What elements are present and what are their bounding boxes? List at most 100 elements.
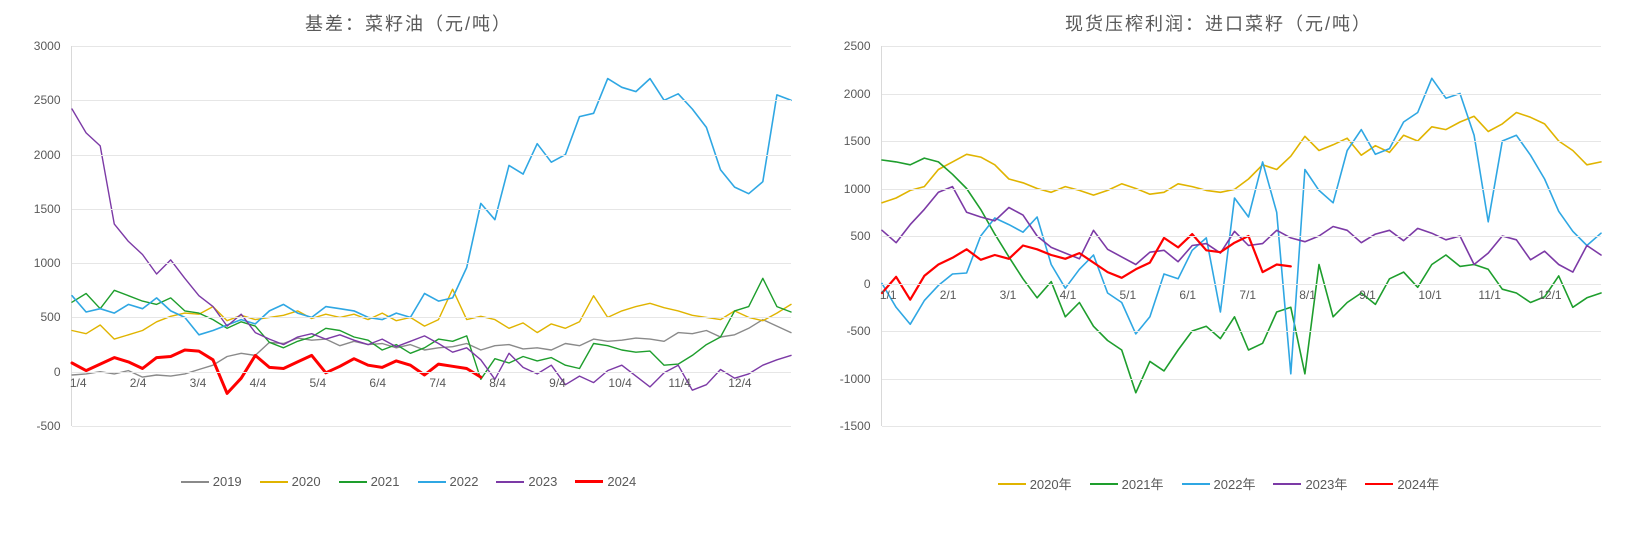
gridline (882, 189, 1601, 190)
y-tick-label: 3000 (34, 39, 61, 53)
gridline (882, 426, 1601, 427)
legend-swatch (998, 483, 1026, 485)
chart-left: 基差：菜籽油（元/吨） -500050010001500200025003000… (19, 10, 799, 493)
chart-right-yaxis: -1500-1000-50005001000150020002500 (829, 46, 877, 426)
series-line (72, 278, 791, 379)
legend-item: 2021 (339, 474, 400, 489)
x-tick-label: 12/4 (728, 376, 751, 390)
y-tick-label: 2500 (34, 93, 61, 107)
x-tick-label: 4/1 (1060, 288, 1077, 302)
legend-swatch (260, 481, 288, 483)
chart-left-xaxis (71, 428, 791, 446)
legend-item: 2020年 (998, 474, 1072, 493)
y-tick-label: -1500 (840, 419, 871, 433)
legend-swatch (496, 481, 524, 483)
legend-swatch (181, 481, 209, 483)
x-tick-label: 1/4 (70, 376, 87, 390)
y-tick-label: -500 (846, 324, 870, 338)
series-line (882, 187, 1601, 273)
series-line (72, 109, 791, 390)
y-tick-label: 1000 (844, 182, 871, 196)
x-tick-label: 11/4 (668, 376, 690, 390)
y-tick-label: -500 (36, 419, 60, 433)
gridline (882, 94, 1601, 95)
chart-right-title: 现货压榨利润：进口菜籽（元/吨） (829, 10, 1609, 36)
x-tick-label: 12/1 (1538, 288, 1561, 302)
chart-right: 现货压榨利润：进口菜籽（元/吨） -1500-1000-500050010001… (829, 10, 1609, 493)
legend-item: 2019 (181, 474, 242, 489)
x-tick-label: 2/4 (130, 376, 147, 390)
legend-item: 2024年 (1365, 474, 1439, 493)
gridline (72, 372, 791, 373)
legend-item: 2023年 (1273, 474, 1347, 493)
gridline (72, 209, 791, 210)
x-tick-label: 10/1 (1418, 288, 1441, 302)
gridline (882, 46, 1601, 47)
x-tick-label: 8/1 (1299, 288, 1316, 302)
legend-item: 2024 (575, 474, 636, 489)
legend-swatch (1090, 483, 1118, 485)
legend-label: 2022年 (1214, 474, 1256, 493)
y-tick-label: 2500 (844, 39, 871, 53)
x-tick-label: 3/1 (1000, 288, 1017, 302)
gridline (882, 236, 1601, 237)
x-tick-label: 7/1 (1239, 288, 1256, 302)
legend-swatch (339, 481, 367, 483)
chart-left-body: -500050010001500200025003000 1/42/43/44/… (19, 46, 799, 466)
gridline (882, 284, 1601, 285)
series-line (72, 79, 791, 335)
legend-item: 2020 (260, 474, 321, 489)
x-tick-label: 9/4 (549, 376, 566, 390)
legend-label: 2023年 (1305, 474, 1347, 493)
legend-swatch (1365, 483, 1393, 485)
x-tick-label: 5/1 (1119, 288, 1136, 302)
legend-item: 2022 (418, 474, 479, 489)
x-tick-label: 7/4 (429, 376, 446, 390)
x-tick-label: 8/4 (489, 376, 506, 390)
chart-left-yaxis: -500050010001500200025003000 (19, 46, 67, 426)
legend-label: 2020 (292, 474, 321, 489)
gridline (72, 100, 791, 101)
gridline (72, 46, 791, 47)
x-tick-label: 11/1 (1478, 288, 1500, 302)
legend-swatch (575, 480, 603, 483)
chart-left-title: 基差：菜籽油（元/吨） (19, 10, 799, 36)
legend-label: 2024 (607, 474, 636, 489)
x-tick-label: 3/4 (190, 376, 207, 390)
legend-swatch (1273, 483, 1301, 485)
chart-left-svg (72, 46, 791, 426)
x-tick-label: 9/1 (1359, 288, 1376, 302)
y-tick-label: 2000 (34, 148, 61, 162)
legend-label: 2020年 (1030, 474, 1072, 493)
gridline (72, 426, 791, 427)
gridline (882, 379, 1601, 380)
gridline (882, 331, 1601, 332)
legend-swatch (418, 481, 446, 483)
legend-label: 2022 (450, 474, 479, 489)
y-tick-label: 500 (40, 310, 60, 324)
y-tick-label: 1500 (844, 134, 871, 148)
x-tick-label: 10/4 (608, 376, 631, 390)
y-tick-label: 2000 (844, 87, 871, 101)
gridline (72, 317, 791, 318)
chart-right-plot: 1/12/13/14/15/16/17/18/19/110/111/112/1 (881, 46, 1601, 426)
gridline (72, 263, 791, 264)
y-tick-label: 1500 (34, 202, 61, 216)
gridline (882, 141, 1601, 142)
x-tick-label: 4/4 (250, 376, 267, 390)
chart-right-xaxis (881, 428, 1601, 446)
y-tick-label: 0 (864, 277, 871, 291)
chart-right-legend: 2020年2021年2022年2023年2024年 (829, 474, 1609, 493)
legend-label: 2021 (371, 474, 400, 489)
x-tick-label: 2/1 (940, 288, 957, 302)
legend-label: 2019 (213, 474, 242, 489)
chart-left-legend: 2019 2020 2021 2022 2023 2024 (19, 474, 799, 489)
x-tick-label: 6/4 (369, 376, 386, 390)
x-tick-label: 5/4 (309, 376, 326, 390)
charts-row: 基差：菜籽油（元/吨） -500 0 500 1000 1500 2000 2500 3000… (10, 10, 1617, 493)
y-tick-label: -1000 (840, 372, 871, 386)
legend-label: 2023 (528, 474, 557, 489)
x-tick-label: 6/1 (1179, 288, 1196, 302)
y-tick-label: 0 (54, 365, 61, 379)
legend-item: 2022年 (1182, 474, 1256, 493)
